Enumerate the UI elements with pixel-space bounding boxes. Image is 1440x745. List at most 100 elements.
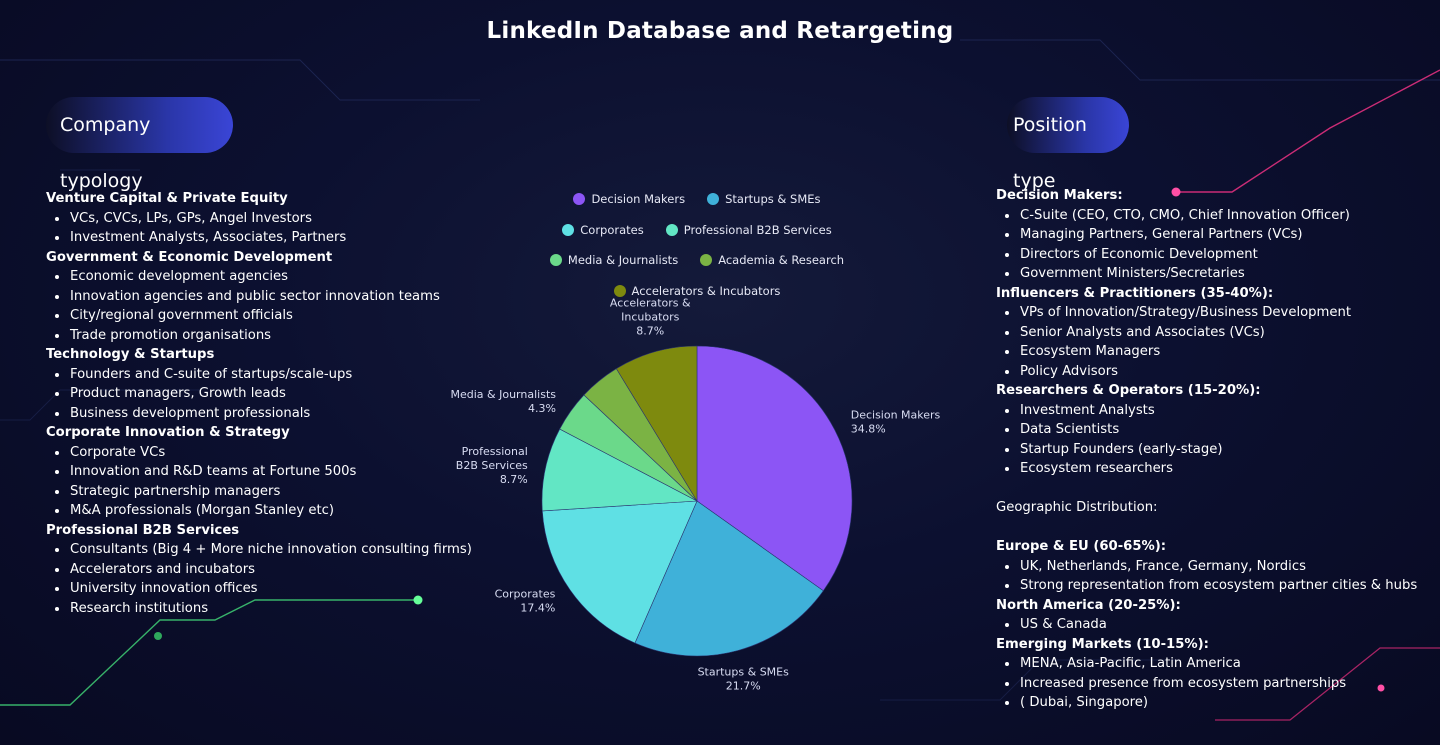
list-item: Business development professionals [46, 404, 466, 424]
legend-row: Decision Makers Startups & SMEs [520, 184, 874, 215]
list-item: Trade promotion organisations [46, 326, 466, 346]
pie-slice[interactable] [696, 345, 853, 592]
section-heading: Technology & Startups [46, 347, 215, 362]
list-item: University innovation offices [46, 579, 466, 599]
legend-label: Accelerators & Incubators [631, 283, 781, 298]
list-item: US & Canada [996, 615, 1416, 635]
section-heading: Emerging Markets (10-15%): [996, 636, 1209, 652]
list-item: Ecosystem researchers [996, 459, 1416, 479]
slice-label: Decision Makers 34.8% [851, 409, 941, 436]
section-heading: Decision Makers: [996, 188, 1123, 203]
list-item: VPs of Innovation/Strategy/Business Deve… [996, 303, 1416, 323]
legend-row: Accelerators & Incubators [520, 276, 874, 307]
list-item: Innovation and R&D teams at Fortune 500s [46, 462, 466, 482]
list-item: Consultants (Big 4 + More niche innovati… [46, 540, 472, 560]
legend-label: Corporates [580, 222, 644, 237]
legend-swatch [707, 193, 720, 206]
section-heading: North America (20-25%): [996, 597, 1181, 613]
slice-label: Media & Journalists 4.3% [451, 388, 557, 415]
list-item: Founders and C-suite of startups/scale-u… [46, 365, 466, 385]
pie-slice[interactable] [542, 500, 698, 644]
company-typology-list: Venture Capital & Private Equity VCs, CVC… [46, 189, 472, 619]
list-item: UK, Netherlands, France, Germany, Nordic… [996, 557, 1416, 577]
list-item: Investment Analysts [996, 401, 1416, 421]
legend-item[interactable]: Decision Makers [573, 192, 685, 206]
slice-name: Professional [462, 445, 528, 458]
slice-name: Media & Journalists [451, 388, 557, 401]
list-item: City/regional government officials [46, 306, 466, 326]
legend-swatch [613, 284, 626, 297]
pie-slice[interactable] [634, 500, 824, 657]
list-item: Senior Analysts and Associates (VCs) [996, 323, 1416, 343]
slice-label: Startups & SMEs 21.7% [698, 666, 790, 693]
list-item: ( Dubai, Singapore) [996, 693, 1416, 713]
slice-name: Startups & SMEs [698, 666, 790, 679]
legend-item[interactable]: Accelerators & Incubators [613, 283, 781, 298]
legend-item[interactable]: Corporates [562, 222, 644, 237]
legend-label: Professional B2B Services [683, 222, 832, 237]
section-heading: Professional B2B Services [46, 522, 240, 538]
section-heading: Government & Economic Development [46, 249, 333, 265]
slice-percent: 8.7% [500, 473, 528, 486]
list-item: Accelerators and incubators [46, 560, 466, 580]
list-item: Investment Analysts, Associates, Partner… [46, 228, 466, 248]
legend-label: Academia & Research [718, 253, 845, 268]
slice-percent: 4.3% [528, 402, 556, 415]
legend-swatch [700, 254, 713, 267]
slice-name: Accelerators & [610, 296, 691, 309]
green-circuit-trace [0, 595, 423, 706]
pink-circuit-trace [1171, 69, 1440, 721]
slice-label: Corporates 17.4% [495, 587, 556, 614]
list-item: Ecosystem Managers [996, 342, 1416, 362]
position-type-list: Decision Makers: C-Suite (CEO, CTO, CMO, … [996, 186, 1417, 713]
pie-slice[interactable] [615, 345, 698, 503]
slice-name: Decision Makers [851, 409, 941, 422]
slice-percent: 17.4% [520, 601, 555, 614]
list-item: Data Scientists [996, 420, 1416, 440]
pie-slice[interactable] [541, 428, 699, 512]
legend-swatch [549, 254, 562, 267]
company-typology-pill: Company typology [46, 97, 233, 192]
chart-legend: Decision Makers Startups & SMEs Corporates… [520, 184, 874, 306]
list-item: VCs, CVCs, LPs, GPs, Angel Investors [46, 209, 466, 229]
list-item: Government Ministers/Secretaries [996, 264, 1416, 284]
slice-label: Accelerators & Incubators 8.7% [610, 296, 691, 337]
legend-swatch [665, 223, 678, 236]
list-item: Strong representation from ecosystem par… [996, 576, 1417, 596]
list-item: MENA, Asia-Pacific, Latin America [996, 654, 1416, 674]
section-heading: Venture Capital & Private Equity [46, 191, 288, 206]
page-title: LinkedIn Database and Retargeting [486, 18, 954, 44]
slice-label: Professional B2B Services 8.7% [456, 445, 528, 486]
legend-item[interactable]: Professional B2B Services [665, 222, 832, 237]
legend-row: Media & Journalists Academia & Research [520, 245, 874, 276]
list-item: Research institutions [46, 599, 466, 619]
legend-item[interactable]: Academia & Research [700, 253, 844, 267]
list-item: Startup Founders (early-stage) [996, 440, 1416, 460]
section-heading: Corporate Innovation & Strategy [46, 425, 290, 440]
position-type-pill: Position type [1007, 97, 1129, 192]
list-item: Directors of Economic Development [996, 245, 1416, 265]
slice-name: Incubators [621, 310, 680, 323]
list-item: Economic development agencies [46, 267, 466, 287]
list-item: Product managers, Growth leads [46, 384, 466, 404]
legend-item[interactable]: Media & Journalists [549, 253, 679, 268]
slice-percent: 34.8% [851, 423, 886, 436]
section-heading: Europe & EU (60-65%): [996, 539, 1167, 554]
list-item: Innovation agencies and public sector in… [46, 287, 466, 307]
list-item: Strategic partnership managers [46, 482, 466, 502]
legend-label: Media & Journalists [567, 253, 679, 268]
slice-percent: 8.7% [636, 324, 664, 337]
section-heading: Influencers & Practitioners (35-40%): [996, 285, 1274, 301]
legend-item[interactable]: Startups & SMEs [707, 192, 821, 206]
slice-name: B2B Services [456, 459, 528, 472]
section-heading: Researchers & Operators (15-20%): [996, 383, 1261, 398]
legend-swatch [562, 223, 575, 236]
list-item: Policy Advisors [996, 362, 1416, 382]
legend-swatch [573, 193, 586, 206]
list-item: C-Suite (CEO, CTO, CMO, Chief Innovation… [996, 206, 1416, 226]
legend-label: Decision Makers [591, 192, 686, 207]
list-item: Corporate VCs [46, 443, 466, 463]
list-item: Managing Partners, General Partners (VCs… [996, 225, 1416, 245]
